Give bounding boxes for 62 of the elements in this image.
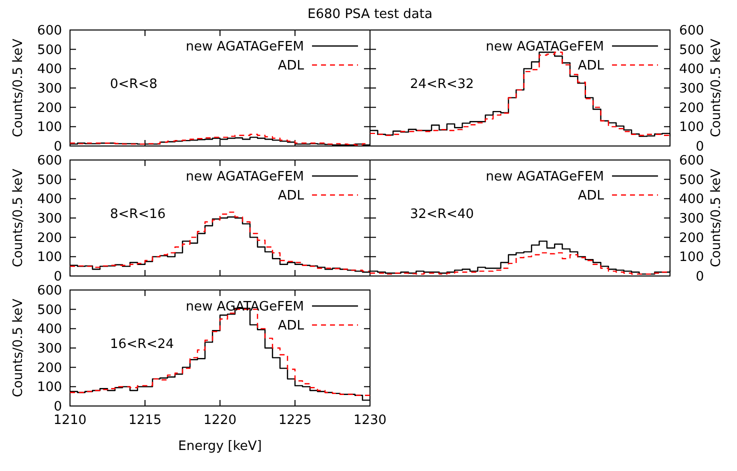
y-tick-label: 100 <box>679 250 704 266</box>
x-tick-label: 1215 <box>128 413 162 428</box>
y-tick-label: 0 <box>54 140 62 154</box>
legend-label: ADL <box>578 58 605 74</box>
y-tick-label: 400 <box>679 192 704 208</box>
y-tick-label: 100 <box>37 250 62 266</box>
y-tick-label: 600 <box>37 154 62 168</box>
annotation: 0<R<8 <box>110 77 158 92</box>
chart-title: E680 PSA test data <box>308 7 432 22</box>
y-tick-label: 200 <box>679 100 704 116</box>
y-tick-label: 300 <box>679 82 704 96</box>
annotation: 32<R<40 <box>410 207 474 222</box>
y-tick-label: 500 <box>37 42 62 58</box>
legend-label: new AGATAGeFEM <box>486 40 604 54</box>
y-tick-label: 0 <box>696 270 704 284</box>
y-tick-label: 400 <box>37 322 62 338</box>
y-tick-label: 300 <box>37 82 62 96</box>
y-axis-title: Counts/0.5 keV <box>11 168 26 268</box>
y-tick-label: 0 <box>54 400 62 414</box>
legend-label: ADL <box>278 318 305 334</box>
y-axis-title: Counts/0.5 keV <box>11 298 26 398</box>
y-tick-label: 300 <box>679 212 704 226</box>
annotation: 8<R<16 <box>110 207 166 222</box>
y-axis-title: Counts/0.5 keV <box>11 38 26 138</box>
y-tick-label: 0 <box>54 270 62 284</box>
y-tick-label: 400 <box>37 62 62 78</box>
x-tick-label: 1225 <box>278 413 312 428</box>
legend-label: ADL <box>578 188 605 204</box>
y-axis-title: Counts/0.5 keV <box>709 38 724 138</box>
legend-label: new AGATAGeFEM <box>186 170 304 184</box>
y-tick-label: 500 <box>679 172 704 188</box>
x-tick-label: 1230 <box>353 413 387 428</box>
y-axis-title: Counts/0.5 keV <box>709 168 724 268</box>
y-tick-label: 300 <box>37 342 62 356</box>
legend-label: ADL <box>278 188 305 204</box>
x-tick-label: 1220 <box>203 413 237 428</box>
y-tick-label: 200 <box>37 360 62 376</box>
y-tick-label: 600 <box>37 24 62 38</box>
y-tick-label: 600 <box>679 24 704 38</box>
y-tick-label: 100 <box>37 380 62 396</box>
y-tick-label: 300 <box>37 212 62 226</box>
legend-label: ADL <box>278 58 305 74</box>
legend-label: new AGATAGeFEM <box>186 300 304 314</box>
y-tick-label: 200 <box>679 230 704 246</box>
y-tick-label: 0 <box>696 140 704 154</box>
y-tick-label: 600 <box>37 284 62 298</box>
y-tick-label: 200 <box>37 230 62 246</box>
y-tick-label: 100 <box>679 120 704 136</box>
y-tick-label: 100 <box>37 120 62 136</box>
legend-label: new AGATAGeFEM <box>186 40 304 54</box>
x-axis-title: Energy [keV] <box>178 439 262 454</box>
y-tick-label: 500 <box>679 42 704 58</box>
y-tick-label: 500 <box>37 302 62 318</box>
annotation: 24<R<32 <box>410 77 474 92</box>
annotation: 16<R<24 <box>110 337 174 352</box>
y-tick-label: 400 <box>37 192 62 208</box>
y-tick-label: 500 <box>37 172 62 188</box>
y-tick-label: 600 <box>679 154 704 168</box>
y-tick-label: 200 <box>37 100 62 116</box>
legend-label: new AGATAGeFEM <box>486 170 604 184</box>
y-tick-label: 400 <box>679 62 704 78</box>
x-tick-label: 1210 <box>53 413 87 428</box>
